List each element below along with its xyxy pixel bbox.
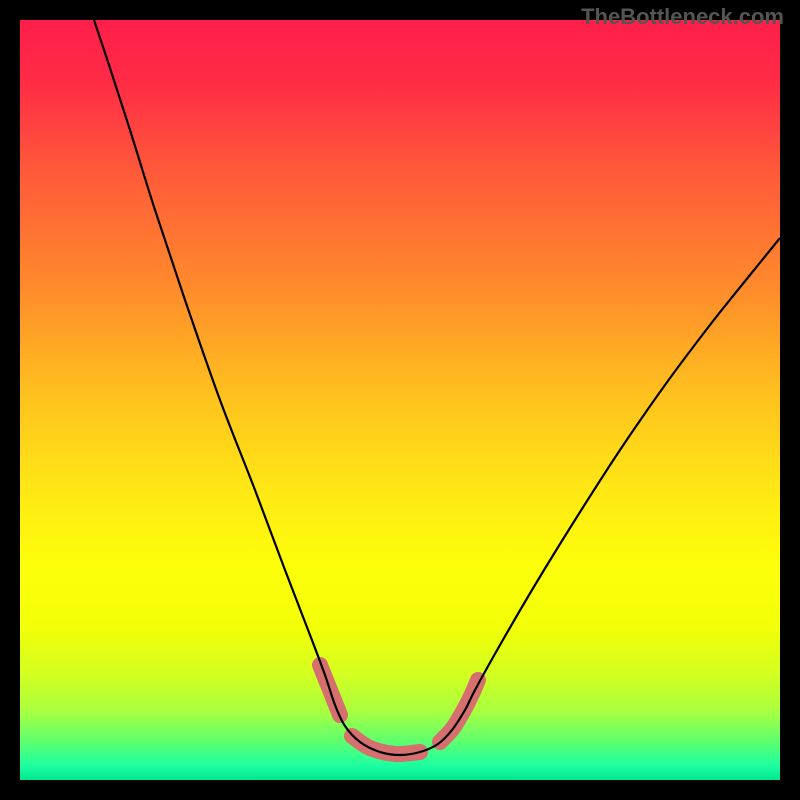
- watermark-text: TheBottleneck.com: [581, 4, 784, 30]
- chart-svg: [0, 0, 800, 800]
- chart-container: TheBottleneck.com: [0, 0, 800, 800]
- gradient-background: [20, 20, 780, 780]
